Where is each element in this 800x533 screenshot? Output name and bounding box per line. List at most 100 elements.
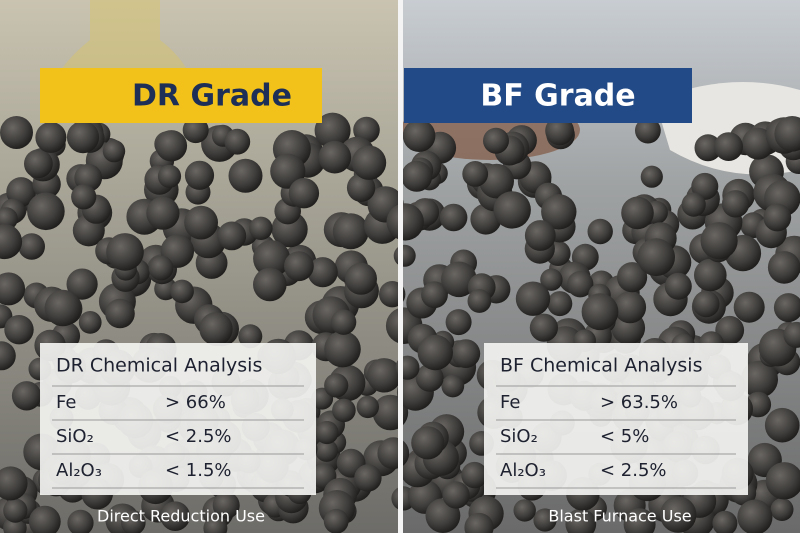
pellet — [581, 293, 619, 331]
pellet — [393, 244, 416, 267]
analysis-table — [484, 343, 748, 495]
caption: Blast Furnace Use — [548, 507, 691, 526]
pellet — [307, 257, 338, 288]
pellet — [691, 172, 719, 200]
pellet — [249, 216, 273, 240]
pellet — [0, 116, 33, 149]
pellet — [623, 508, 656, 533]
pellet — [324, 373, 349, 398]
pellet — [421, 281, 448, 309]
pellet — [483, 127, 509, 154]
pellet — [533, 508, 557, 532]
pellet — [714, 132, 743, 162]
pellet — [783, 321, 800, 348]
pellet — [217, 221, 247, 251]
pellet — [157, 164, 182, 188]
pellet — [0, 341, 16, 371]
tables: DR Chemical Analysis Fe > 66% SiO₂ < 2.5% Al₂… — [40, 343, 748, 495]
pellet — [621, 196, 654, 230]
pellet — [541, 194, 577, 230]
table-title: BF Chemical Analysis — [500, 355, 702, 377]
pellet — [765, 462, 800, 500]
table-title: DR Chemical Analysis — [56, 355, 262, 377]
pellet — [346, 173, 376, 202]
pellet — [565, 508, 597, 533]
divider — [398, 0, 403, 533]
pellet — [324, 330, 361, 368]
pellet — [323, 508, 349, 533]
pellet — [567, 271, 594, 298]
analysis-table — [40, 343, 316, 495]
pellet — [737, 499, 773, 533]
pellet — [345, 262, 377, 295]
pellet — [0, 272, 26, 306]
pellet — [694, 258, 727, 292]
pellet — [462, 161, 489, 187]
pellet — [356, 395, 379, 419]
pellet — [4, 315, 34, 345]
element: Fe — [500, 392, 520, 413]
pellet — [529, 313, 559, 342]
pellet — [318, 140, 352, 174]
pellet — [228, 158, 263, 193]
pellet — [35, 121, 67, 153]
pellet — [451, 339, 481, 368]
pellet — [692, 290, 720, 318]
pellet — [587, 218, 613, 245]
pellet — [18, 233, 45, 260]
pellet — [467, 289, 492, 313]
pellet — [203, 516, 228, 533]
pellet — [664, 272, 692, 300]
pellet — [148, 255, 174, 281]
pellet — [212, 491, 240, 519]
pellet — [330, 309, 357, 335]
pellet — [773, 293, 800, 323]
pellet — [66, 121, 100, 154]
pellet — [733, 291, 765, 323]
pellet — [3, 498, 28, 523]
banner — [404, 68, 692, 123]
pellet — [721, 190, 750, 218]
pellet — [524, 220, 556, 251]
pellet — [106, 233, 144, 271]
pellet — [78, 311, 102, 334]
pellet — [102, 139, 126, 163]
banner — [40, 68, 322, 123]
pellet — [767, 251, 800, 284]
pellet — [284, 251, 314, 282]
pellet — [27, 192, 65, 231]
pellet — [547, 291, 573, 317]
pellet — [71, 184, 97, 210]
value: < 5% — [600, 426, 649, 447]
pellet — [155, 130, 188, 162]
value: < 1.5% — [165, 460, 232, 481]
pellet — [253, 240, 291, 278]
pellet — [417, 334, 453, 371]
pellet — [740, 360, 779, 398]
pellet — [617, 262, 648, 293]
pellet — [439, 203, 468, 232]
pellet — [441, 374, 465, 398]
pellet — [44, 289, 81, 327]
element: Al₂O₃ — [500, 460, 546, 481]
caption: Direct Reduction Use — [97, 507, 265, 526]
pellet — [252, 267, 287, 302]
pellet — [315, 420, 339, 445]
value: < 2.5% — [600, 460, 667, 481]
pellet — [545, 116, 574, 146]
pellet — [613, 291, 647, 324]
pellet — [184, 205, 219, 240]
pellet — [332, 213, 369, 250]
pellet — [640, 165, 663, 188]
banner-text: BF Grade — [480, 79, 635, 114]
pellet — [441, 261, 477, 298]
pellet — [105, 298, 135, 329]
pellet — [224, 128, 251, 155]
pellet — [0, 224, 23, 260]
pellet — [332, 398, 356, 423]
pellet — [386, 203, 424, 241]
pellet — [353, 116, 380, 144]
value: > 63.5% — [600, 392, 678, 413]
element: SiO₂ — [500, 426, 538, 447]
